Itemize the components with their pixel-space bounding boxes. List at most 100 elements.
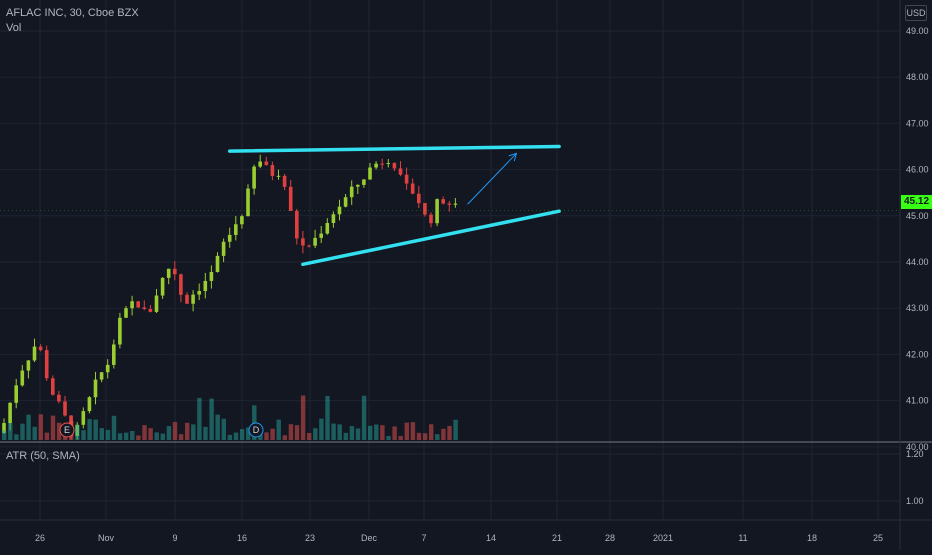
candle-body	[44, 350, 49, 379]
time-tick-label: 7	[421, 533, 426, 543]
candle-body	[264, 161, 269, 166]
price-tick-label: 45.00	[906, 211, 929, 221]
volume-bar	[142, 425, 147, 440]
volume-bar	[105, 429, 111, 440]
volume-bar	[227, 434, 233, 440]
candle-body	[197, 291, 201, 295]
price-tick-label: 44.00	[906, 257, 929, 267]
volume-bar	[355, 428, 361, 440]
candle-body	[392, 163, 397, 169]
candle-body	[130, 301, 134, 309]
time-tick-label: 9	[172, 533, 177, 543]
candle-body	[148, 309, 153, 312]
candle-body	[337, 206, 342, 215]
candle-body	[270, 165, 275, 176]
volume-bar	[325, 396, 330, 440]
candle-body	[20, 370, 25, 386]
volume-bar	[26, 414, 31, 440]
candle-body	[160, 277, 165, 296]
volume-bar	[361, 395, 367, 440]
price-tick-label: 49.00	[906, 26, 929, 36]
volume-bar	[239, 429, 245, 440]
volume-bar	[203, 426, 208, 440]
volume-bar	[8, 423, 13, 440]
volume-label[interactable]: Vol	[6, 22, 22, 34]
atr-tick-label: 1.20	[906, 449, 924, 459]
event-marker-label: D	[253, 425, 260, 435]
candle-body	[38, 346, 43, 351]
volume-bar	[453, 419, 458, 440]
currency-badge[interactable]: USD	[905, 5, 927, 21]
candle-body	[173, 268, 177, 275]
volume-bar	[288, 424, 294, 440]
candle-body	[93, 379, 98, 398]
volume-bar	[197, 397, 202, 440]
last-price-tag: 45.12	[901, 195, 932, 209]
candle-body	[343, 197, 348, 207]
volume-bar	[14, 434, 19, 440]
volume-bar	[178, 434, 184, 440]
candle-body	[8, 402, 12, 424]
volume-bar	[410, 422, 416, 440]
volume-bar	[307, 433, 312, 440]
candle-body	[288, 186, 293, 211]
candle-body	[234, 224, 238, 235]
candle-body	[362, 179, 366, 185]
volume-bar	[221, 418, 226, 440]
time-tick-label: 11	[738, 533, 747, 543]
candle-body	[453, 203, 458, 205]
volume-bar	[99, 428, 104, 440]
volume-bar	[392, 426, 397, 440]
candle-body	[313, 237, 317, 246]
candle-body	[301, 238, 305, 246]
candle-body	[2, 423, 6, 433]
candle-body	[118, 317, 122, 345]
candle-body	[276, 175, 281, 177]
volume-bar	[20, 423, 25, 440]
candle-body	[142, 307, 147, 310]
candle-body	[331, 214, 336, 224]
price-tick-label: 43.00	[906, 303, 929, 313]
atr-tick-label: 1.00	[906, 496, 924, 506]
volume-bar	[209, 398, 214, 440]
volume-bar	[416, 432, 422, 440]
volume-bar	[124, 432, 129, 440]
volume-bar	[368, 425, 373, 440]
candle-body	[386, 163, 391, 165]
volume-bar	[246, 427, 251, 440]
candle-body	[63, 401, 67, 416]
volume-bar	[319, 418, 324, 440]
atr-indicator-label[interactable]: ATR (50, SMA)	[6, 450, 80, 462]
symbol-title[interactable]: AFLAC INC, 30, Cboe BZX	[6, 7, 139, 19]
volume-bar	[111, 415, 117, 440]
volume-bar	[282, 435, 287, 440]
projection-arrow	[467, 153, 517, 205]
volume-bar	[185, 422, 190, 440]
candle-body	[136, 301, 140, 308]
volume-bar	[148, 428, 153, 440]
volume-bar	[374, 424, 379, 440]
volume-bar	[337, 424, 342, 440]
candle-body	[404, 174, 409, 184]
volume-bar	[136, 435, 141, 440]
candle-body	[368, 167, 372, 180]
candle-body	[154, 295, 159, 312]
time-tick-label: 28	[605, 533, 615, 543]
candle-body	[105, 364, 110, 373]
volume-bar	[294, 425, 300, 440]
time-tick-label: 23	[305, 533, 315, 543]
time-tick-label: 14	[486, 533, 496, 543]
volume-bar	[191, 424, 196, 440]
price-tick-label: 42.00	[906, 349, 929, 359]
candle-body	[252, 166, 256, 189]
volume-bar	[75, 425, 80, 440]
candle-body	[191, 294, 195, 304]
candle-body	[447, 203, 452, 205]
candle-body	[258, 161, 262, 167]
candle-body	[307, 245, 311, 247]
volume-bar	[276, 419, 281, 440]
price-tick-label: 40.00	[906, 442, 929, 452]
time-tick-label: Nov	[98, 533, 115, 543]
